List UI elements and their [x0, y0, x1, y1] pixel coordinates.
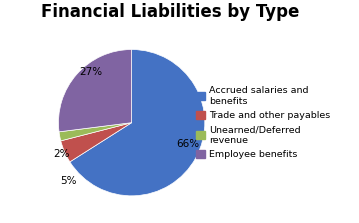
Title: Financial Liabilities by Type: Financial Liabilities by Type — [42, 3, 300, 21]
Wedge shape — [70, 50, 205, 196]
Text: 2%: 2% — [53, 149, 70, 159]
Text: 66%: 66% — [177, 139, 200, 149]
Legend: Accrued salaries and
benefits, Trade and other payables, Unearned/Deferred
reven: Accrued salaries and benefits, Trade and… — [196, 86, 330, 159]
Text: 5%: 5% — [60, 176, 76, 186]
Text: 27%: 27% — [79, 67, 102, 77]
Wedge shape — [61, 123, 132, 162]
Wedge shape — [59, 123, 132, 141]
Wedge shape — [59, 50, 132, 132]
